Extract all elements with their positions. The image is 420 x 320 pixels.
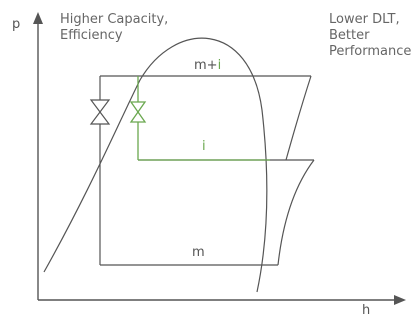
higher-capacity-label: Higher Capacity, Efficiency: [60, 12, 168, 44]
saturation-dome: [43, 37, 268, 293]
upper-compression-curve: [285, 75, 312, 161]
higher-capacity-line2: Efficiency: [60, 28, 123, 43]
high-flow-label: m+i: [194, 59, 221, 73]
high-flow-i-part: i: [217, 58, 222, 73]
lower-dlt-label: Lower DLT, Better Performance: [329, 12, 411, 60]
lower-dlt-line3: Performance: [329, 44, 412, 59]
y-axis-arrow: [33, 12, 43, 24]
main-expansion-valve: [89, 99, 111, 125]
high-flow-m-part: m+: [194, 58, 218, 73]
higher-capacity-line1: Higher Capacity,: [60, 12, 169, 27]
main-flow-label: m: [192, 245, 205, 260]
axes: [33, 12, 406, 305]
y-axis-label: p: [12, 17, 21, 32]
injection-branch: [137, 76, 270, 161]
lower-dlt-line2: Better: [329, 28, 370, 43]
injection-valve: [129, 101, 147, 123]
x-axis-label: h: [362, 303, 371, 318]
main-cycle: [99, 75, 315, 266]
injection-flow-label: i: [202, 139, 206, 154]
lower-compression-curve: [277, 159, 315, 266]
x-axis-arrow: [394, 295, 406, 305]
lower-dlt-line1: Lower DLT,: [329, 12, 400, 27]
